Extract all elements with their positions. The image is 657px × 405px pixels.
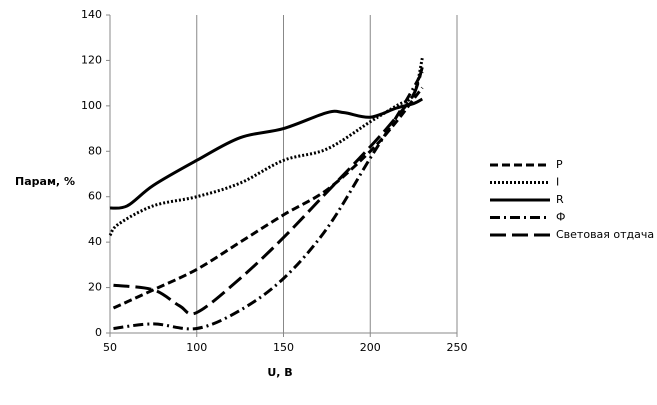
y-tick-label: 0 (95, 326, 102, 339)
y-tick-label: 40 (88, 235, 102, 248)
legend-label: P (556, 158, 563, 171)
line (112, 86, 424, 310)
legend-label: Световая отдача (556, 228, 654, 241)
legend-label: R (556, 193, 564, 206)
x-tick-label: 250 (447, 341, 468, 354)
y-tick-label: 120 (81, 53, 102, 66)
y-tick-label: 80 (88, 144, 102, 157)
y-tick-label: 20 (88, 281, 102, 294)
x-axis-label: U, B (267, 366, 292, 379)
legend-label: I (556, 176, 559, 189)
x-tick-label: 50 (103, 341, 117, 354)
x-tick-label: 200 (360, 341, 381, 354)
line (113, 66, 424, 316)
line (113, 71, 424, 331)
line (108, 57, 424, 237)
line (109, 97, 424, 210)
y-tick-label: 140 (81, 8, 102, 21)
legend-label: Ф (556, 211, 565, 224)
x-tick-label: 150 (273, 341, 294, 354)
y-axis-label: Парам, % (15, 175, 75, 188)
x-tick-label: 100 (186, 341, 207, 354)
y-tick-label: 100 (81, 99, 102, 112)
y-tick-label: 60 (88, 190, 102, 203)
